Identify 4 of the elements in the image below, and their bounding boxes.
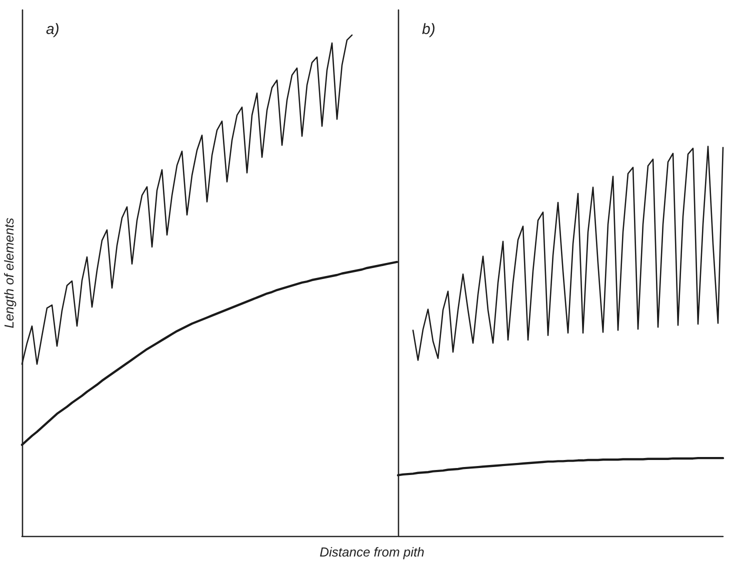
text: b)	[422, 21, 436, 38]
annotation: a)	[46, 21, 60, 38]
y-axis-title: Length of elements	[2, 218, 16, 328]
x-axis-title: Distance from pith	[320, 544, 424, 560]
